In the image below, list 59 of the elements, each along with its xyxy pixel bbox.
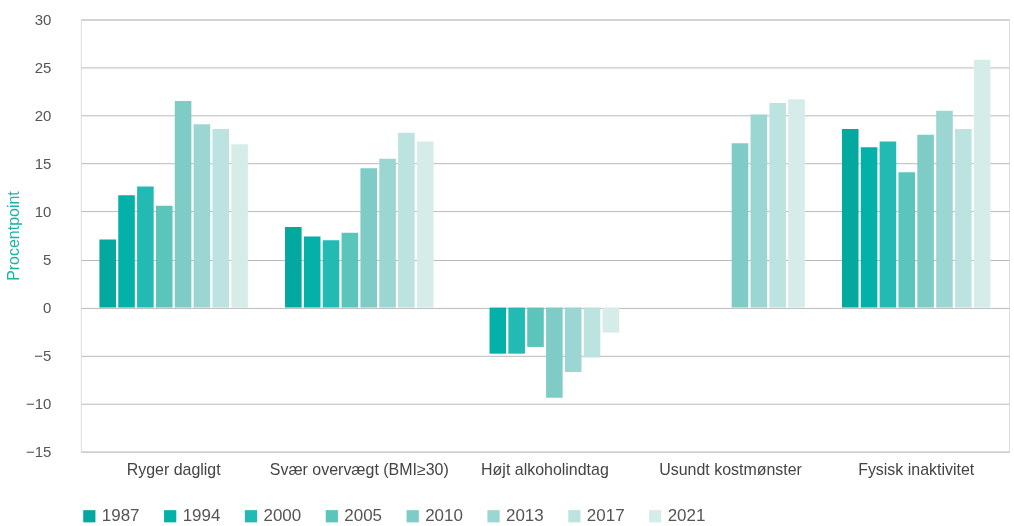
- bar: [788, 99, 805, 308]
- y-axis-title: Procentpoint: [5, 190, 23, 281]
- y-tick-label: −10: [25, 395, 52, 413]
- bar: [860, 147, 878, 308]
- y-tick-label: −15: [25, 443, 52, 461]
- bar: [769, 103, 786, 308]
- x-tick-label: Ryger dagligt: [126, 461, 222, 479]
- y-tick-label: 25: [34, 58, 52, 76]
- x-tick-label: Svær overvægt (BMI≥30): [269, 461, 449, 479]
- y-tick-label: 15: [34, 155, 52, 173]
- bar: [527, 307, 544, 347]
- legend-label: 1994: [182, 506, 221, 526]
- bar: [731, 143, 749, 308]
- bar: [303, 236, 321, 308]
- bar: [379, 158, 396, 308]
- bar: [398, 132, 415, 308]
- bar: [602, 307, 620, 333]
- legend-label: 2013: [506, 506, 544, 526]
- legend-label: 2021: [667, 506, 706, 526]
- bar: [564, 307, 582, 372]
- bar: [174, 101, 192, 308]
- bar: [212, 128, 230, 308]
- legend-label: 1987: [101, 506, 140, 526]
- bar: [137, 186, 154, 308]
- bar: [193, 124, 211, 308]
- bar: [322, 240, 340, 308]
- x-tick-label: Højt alkoholindtag: [481, 461, 609, 479]
- bar: [955, 128, 972, 308]
- bar: [99, 239, 116, 308]
- y-tick-label: 20: [34, 107, 52, 125]
- bar: [231, 144, 248, 308]
- bar: [973, 59, 991, 308]
- bar: [416, 141, 434, 308]
- bar: [750, 114, 768, 308]
- y-tick-label: 30: [34, 10, 52, 28]
- bar: [841, 128, 859, 308]
- bar: [898, 172, 916, 308]
- bar: [118, 195, 135, 308]
- bar: [879, 141, 897, 308]
- bar: [546, 307, 563, 398]
- y-tick-label: −5: [34, 347, 52, 365]
- bar: [285, 226, 302, 308]
- y-tick-label: 10: [34, 203, 52, 221]
- y-tick-label: 0: [43, 299, 52, 317]
- bar: [917, 134, 934, 308]
- x-tick-label: Usundt kostmønster: [659, 461, 803, 479]
- bar: [508, 307, 525, 354]
- bar: [341, 232, 359, 308]
- y-tick-label: 5: [43, 251, 52, 269]
- legend-label: 2005: [344, 506, 383, 526]
- bar: [583, 307, 601, 358]
- legend-label: 2017: [586, 506, 625, 526]
- legend-label: 2010: [425, 506, 463, 526]
- x-tick-label: Fysisk inaktivitet: [858, 461, 975, 479]
- bar: [936, 110, 953, 308]
- bar: [489, 307, 507, 354]
- legend-label: 2000: [263, 506, 302, 526]
- bar: [155, 205, 173, 308]
- bar: [360, 168, 378, 308]
